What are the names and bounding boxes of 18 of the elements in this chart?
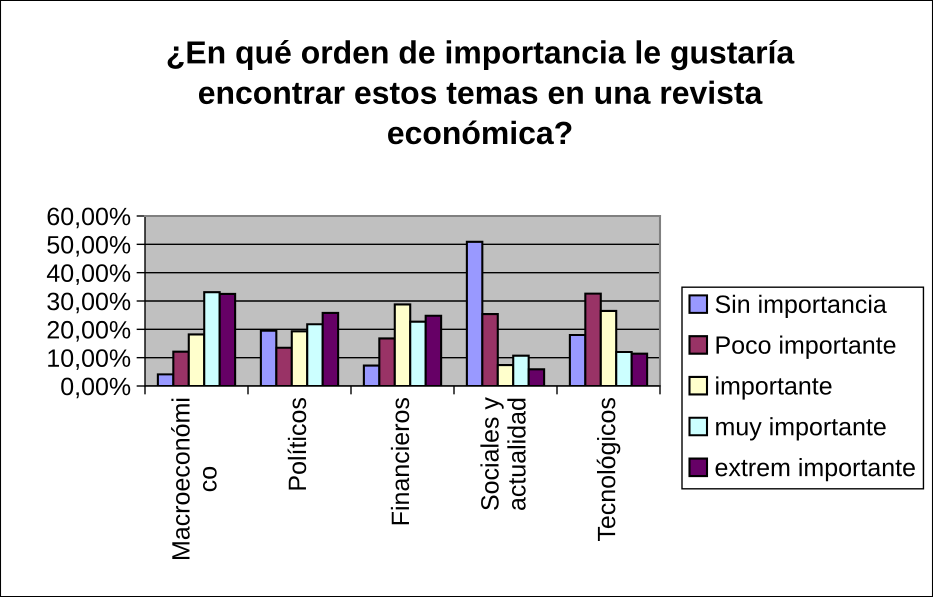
- y-tick-label: 20,00%: [48, 320, 130, 342]
- legend-label: importante: [716, 376, 832, 400]
- x-tick-label: Políticos: [288, 398, 306, 490]
- x-tick-label: Financieros: [390, 398, 410, 524]
- y-tick-label: 30,00%: [47, 292, 130, 314]
- y-tick-label: 60,00%: [48, 208, 130, 228]
- y-tick-label: 50,00%: [47, 236, 130, 257]
- legend-label: Poco importante: [716, 336, 896, 359]
- x-tick-label: Tecnológicos: [596, 398, 620, 542]
- legend-label: extrem importante: [716, 458, 915, 482]
- chart-title: ¿En qué orden de importancia le gustaría encontrar estos temas en una revista económica?: [168, 40, 794, 144]
- x-tick-label: Sociales y actualidad: [480, 397, 526, 510]
- x-tick-label: Macroeconómi co: [171, 398, 217, 559]
- y-tick-label: 0,00%: [61, 378, 130, 398]
- legend-label: Sin importancia: [716, 294, 887, 318]
- y-tick-label: 40,00%: [46, 264, 130, 285]
- legend-label: muy importante: [716, 417, 886, 440]
- y-tick-label: 10,00%: [48, 349, 130, 370]
